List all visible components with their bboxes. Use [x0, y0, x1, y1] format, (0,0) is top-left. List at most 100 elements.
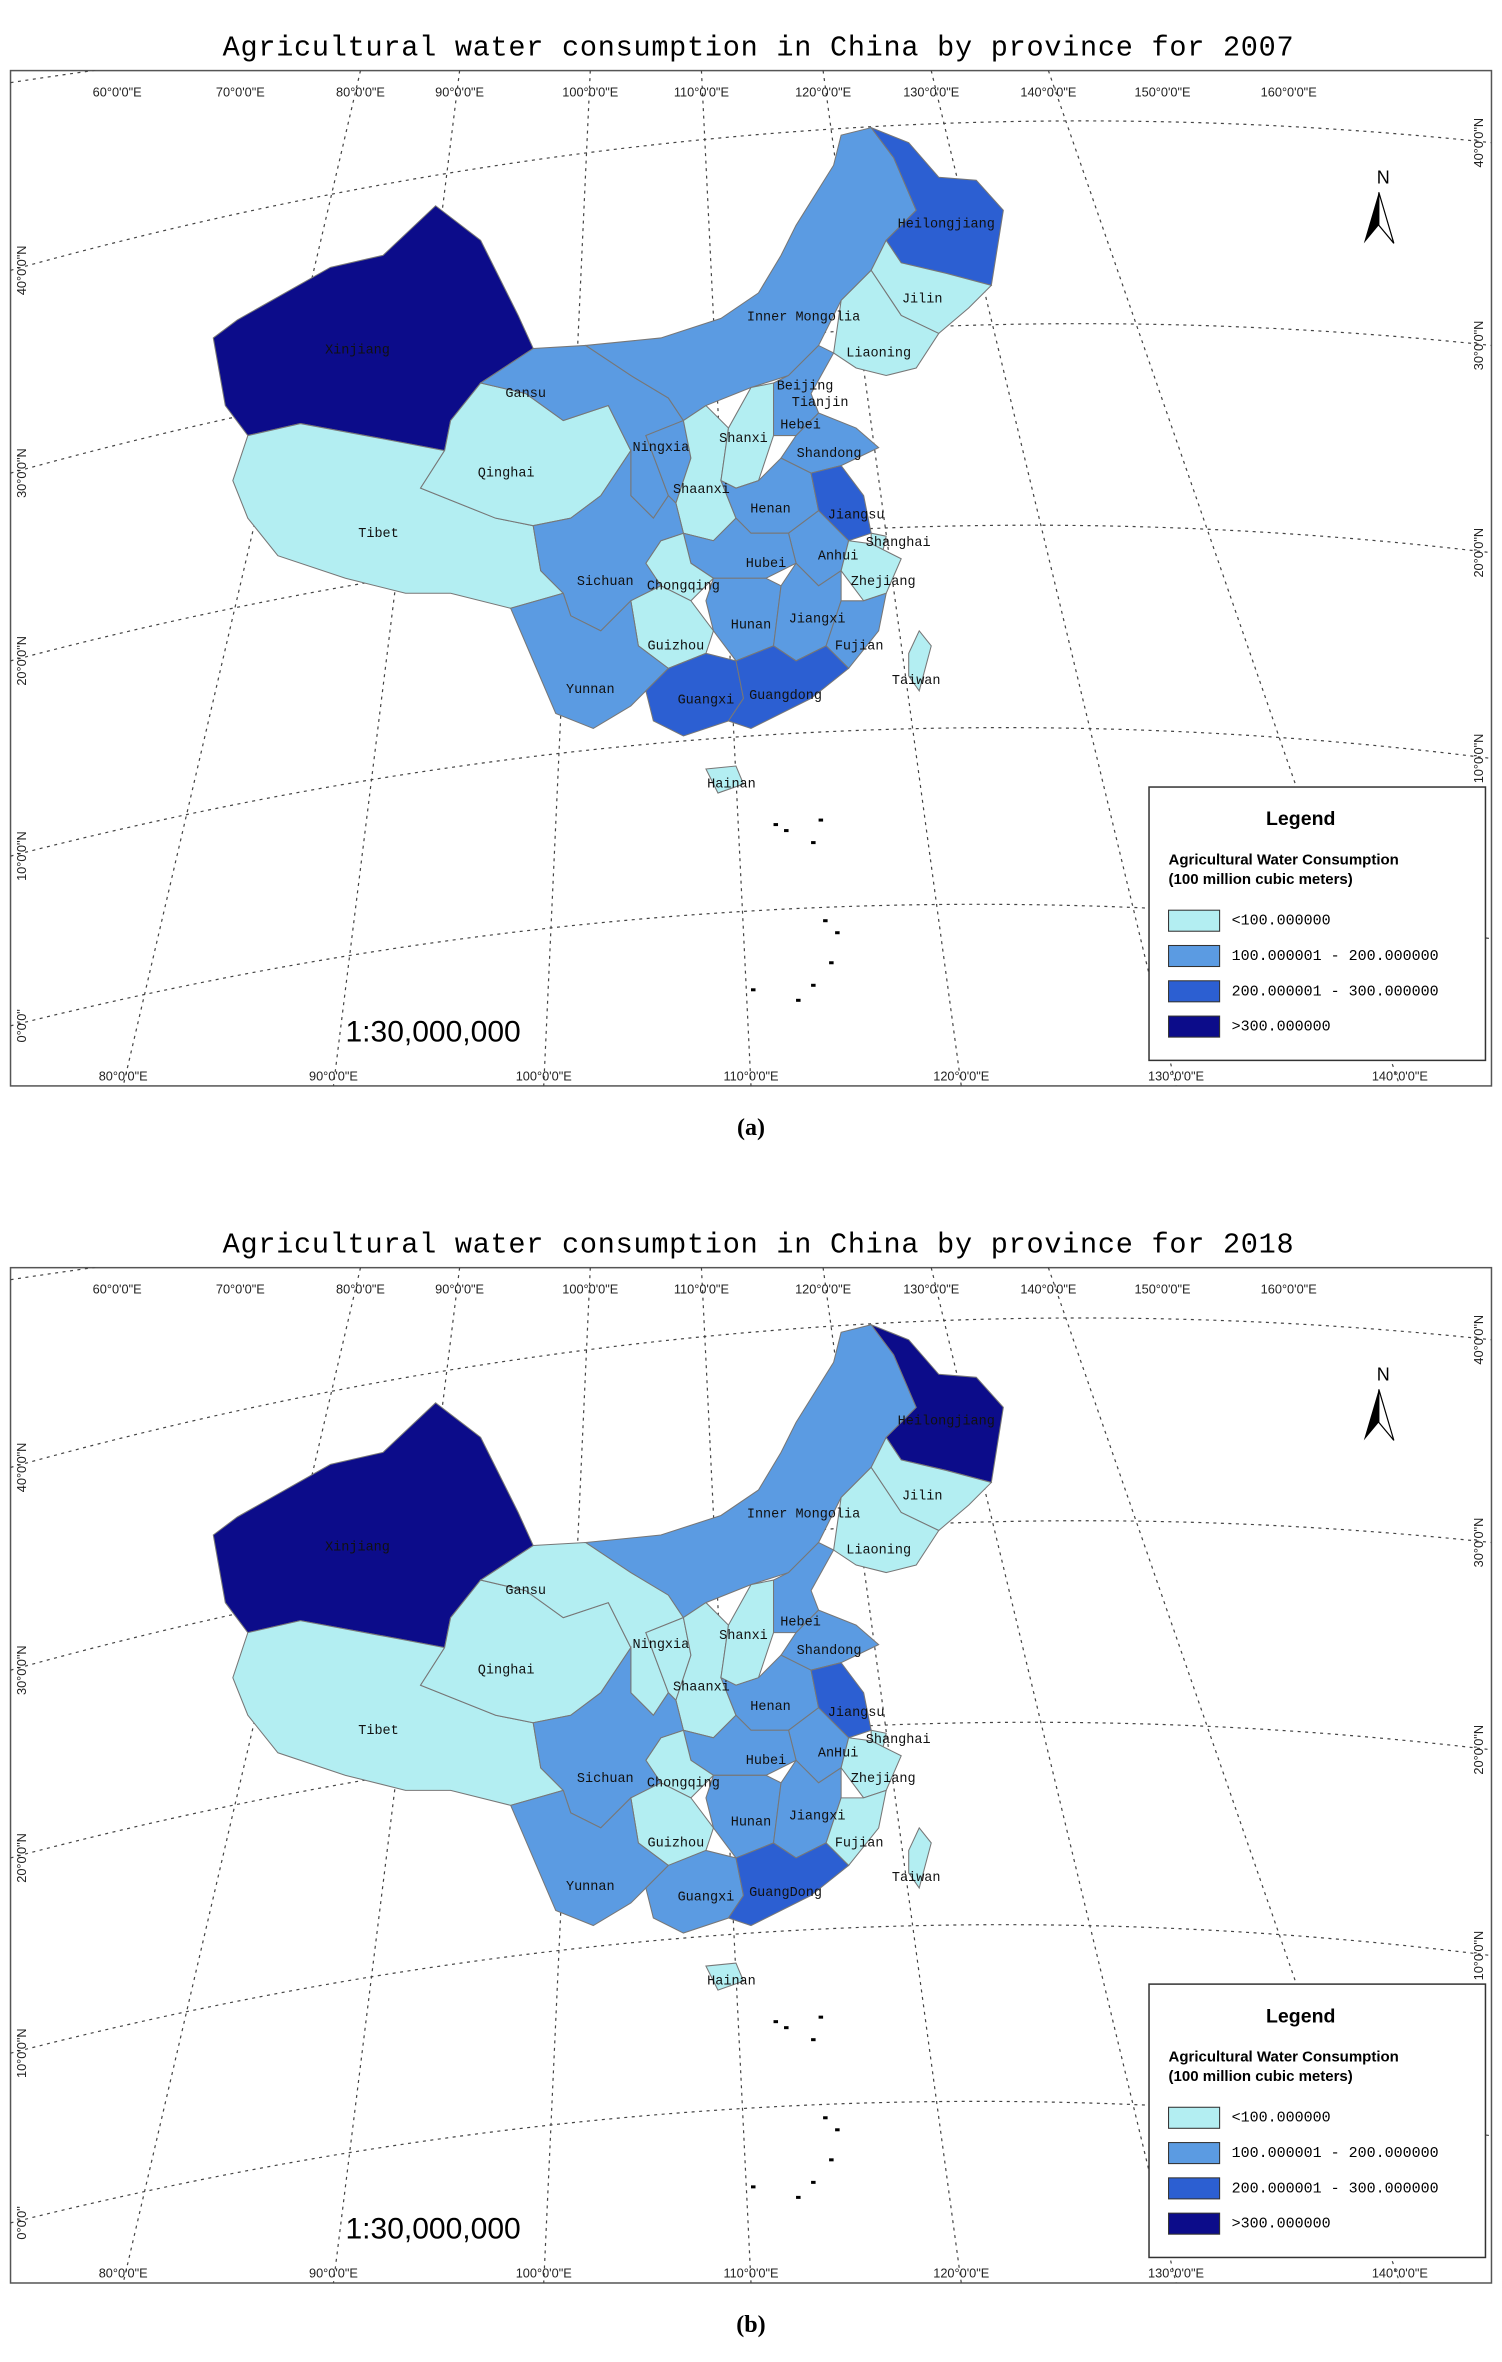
lon-label: 70°0'0"E [216, 1282, 265, 1297]
province-label: Shandong [797, 1644, 862, 1659]
province-label: Jiangxi [789, 612, 846, 627]
lat-label: 20°0'0"N [1471, 528, 1486, 578]
province-label: Beijing [777, 380, 834, 395]
lon-label: 130°0'0"E [903, 1282, 959, 1297]
map-body: Xinjiang Tibet Qinghai Gansu Inner Mongolia H… [10, 1267, 1492, 2283]
lat-label: 0°0'0" [14, 2206, 29, 2239]
province-label: Chongqing [647, 579, 720, 594]
lat-label: 0°0'0" [14, 1009, 29, 1042]
island [818, 818, 824, 822]
province-label: Shanghai [866, 1733, 931, 1748]
province-label: Xinjiang [325, 344, 390, 359]
map-panel: Agricultural water consumption in China … [9, 1229, 1493, 2338]
island [818, 2015, 824, 2019]
legend-swatch [1168, 2142, 1221, 2165]
parallel [10, 120, 1492, 271]
province-label: Hainan [707, 1975, 756, 1990]
island [835, 931, 840, 935]
province-label: Henan [750, 1700, 791, 1715]
legend-unit: (100 million cubic meters) [1169, 2068, 1353, 2085]
lon-label: 100°0'0"E [516, 2265, 572, 2280]
province-label: Chongqing [647, 1776, 720, 1791]
legend-subtitle: Agricultural Water Consumption [1169, 852, 1399, 869]
province [908, 629, 932, 693]
lat-label: 10°0'0"N [14, 2028, 29, 2078]
province-label: Henan [750, 503, 791, 518]
province-label: Taiwan [892, 1871, 941, 1886]
legend-label: 100.000001 - 200.000000 [1232, 2145, 1439, 2162]
province-label: Liaoning [846, 347, 911, 362]
lat-label: 30°0'0"N [14, 1645, 29, 1695]
province-label: Liaoning [846, 1544, 911, 1559]
province [908, 1826, 932, 1890]
scale-label: 1:30,000,000 [345, 2212, 520, 2245]
lon-label: 60°0'0"E [93, 84, 142, 99]
lon-label: 150°0'0"E [1135, 1282, 1191, 1297]
island [773, 823, 779, 827]
province-label: Jiangsu [828, 509, 885, 524]
lon-label: 80°0'0"E [336, 1282, 385, 1297]
lon-label: 80°0'0"E [99, 1068, 148, 1083]
caption: (a) [737, 1115, 765, 1141]
province-label: Inner Mongolia [747, 310, 860, 325]
parallel [10, 1317, 1492, 1469]
lon-label: 100°0'0"E [562, 1282, 618, 1297]
map-title: Agricultural water consumption in China … [223, 1229, 1295, 1262]
province [727, 645, 850, 730]
parallel [10, 727, 1492, 857]
island [751, 2185, 756, 2189]
legend-title: Legend [1266, 808, 1335, 830]
lon-label: 60°0'0"E [93, 1282, 142, 1297]
province-label: Guangxi [678, 1891, 735, 1906]
legend-swatch [1168, 2177, 1221, 2200]
province [833, 269, 940, 377]
province-label: Shaanxi [673, 483, 730, 498]
legend-swatch [1168, 2212, 1221, 2235]
province-label: Gansu [505, 1584, 546, 1599]
province-label: Ningxia [633, 441, 690, 456]
lat-label: 20°0'0"N [1471, 1725, 1486, 1775]
lat-label: 30°0'0"N [14, 448, 29, 498]
island [829, 961, 834, 965]
lat-label: 40°0'0"N [1471, 118, 1486, 168]
province-label: Hebei [780, 419, 821, 434]
lon-label: 140°0'0"E [1020, 84, 1076, 99]
province-label: Qinghai [478, 1664, 535, 1679]
island [823, 919, 828, 923]
island [811, 983, 816, 987]
province [727, 1842, 850, 1927]
legend-swatch [1168, 944, 1221, 968]
island [796, 2195, 801, 2199]
province-label: Heilongjiang [898, 217, 995, 232]
lon-label: 100°0'0"E [516, 1068, 572, 1083]
lon-label: 120°0'0"E [795, 84, 851, 99]
province-label: Yunnan [566, 683, 615, 698]
island [751, 988, 756, 992]
lon-label: 90°0'0"E [435, 1282, 484, 1297]
province [705, 765, 745, 794]
north-arrow [1363, 192, 1379, 244]
lat-label: 30°0'0"N [1471, 321, 1486, 371]
legend-title: Legend [1266, 2005, 1335, 2027]
lon-label: 140°0'0"E [1020, 1282, 1076, 1297]
province-label: Shanghai [866, 536, 931, 551]
lon-label: 130°0'0"E [903, 84, 959, 99]
island [811, 841, 816, 845]
legend-subtitle: Agricultural Water Consumption [1169, 2049, 1399, 2066]
map-title: Agricultural water consumption in China … [223, 32, 1295, 65]
province-label: Yunnan [566, 1880, 615, 1895]
legend-label: 200.000001 - 300.000000 [1232, 983, 1439, 1000]
province-label: Heilongjiang [898, 1414, 995, 1429]
province-label: Anhui [818, 549, 859, 564]
island [811, 2180, 816, 2184]
province-label: Shaanxi [673, 1680, 730, 1695]
province-label: Hubei [746, 1754, 787, 1769]
province-label: Guangdong [749, 689, 822, 704]
lon-label: 110°0'0"E [674, 1282, 729, 1297]
province-label: Jilin [902, 1490, 943, 1505]
lat-label: 20°0'0"N [14, 636, 29, 686]
lon-label: 80°0'0"E [99, 2265, 148, 2280]
north-arrow [1363, 1389, 1379, 1441]
legend-label: 200.000001 - 300.000000 [1232, 2180, 1439, 2197]
